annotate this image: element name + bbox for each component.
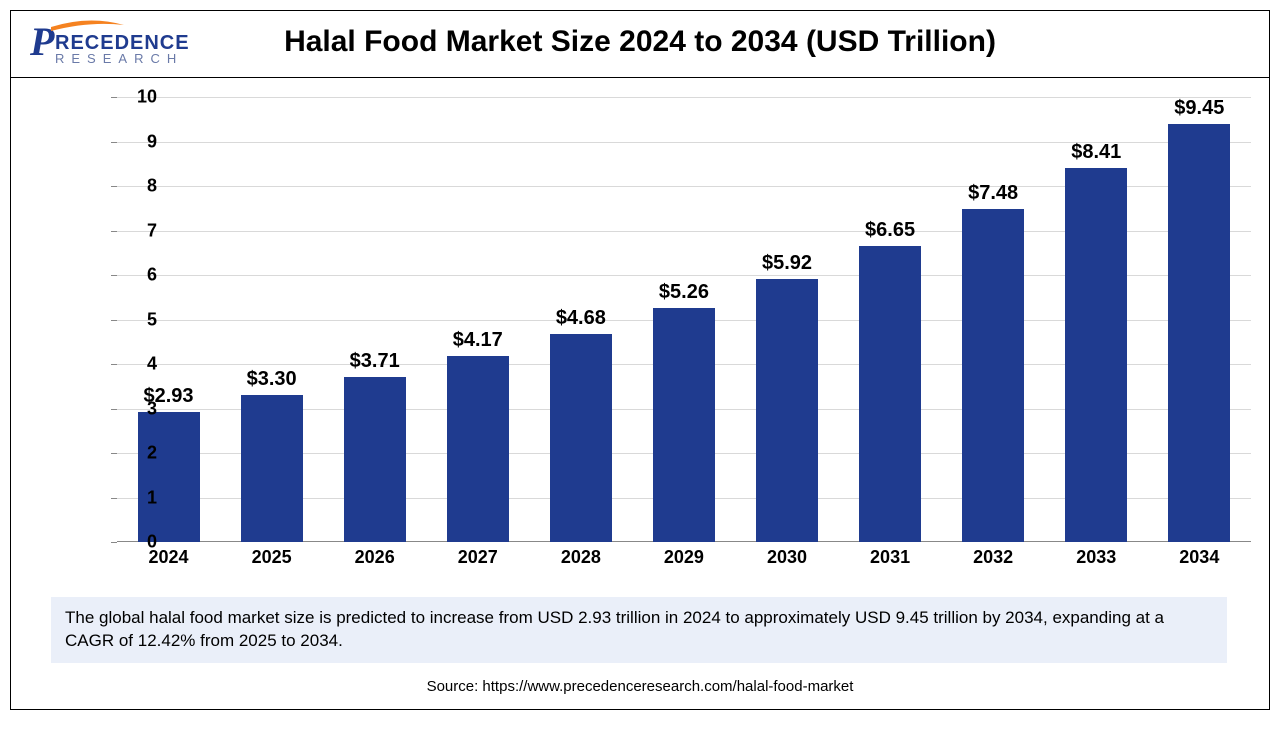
y-tick-mark	[111, 320, 117, 321]
bar-value-label: $3.30	[247, 368, 297, 391]
x-tick-label: 2028	[550, 547, 612, 577]
title-divider	[11, 77, 1269, 78]
y-tick-mark	[111, 275, 117, 276]
y-tick-label: 8	[147, 176, 157, 197]
bar	[138, 412, 200, 542]
y-tick-mark	[111, 364, 117, 365]
title-container: Halal Food Market Size 2024 to 2034 (USD…	[11, 25, 1269, 59]
x-tick-label: 2034	[1168, 547, 1230, 577]
bar-value-label: $5.26	[659, 281, 709, 304]
bar-slot: $7.48	[962, 97, 1024, 542]
x-tick-label: 2027	[447, 547, 509, 577]
bar-slot: $5.26	[653, 97, 715, 542]
bar-value-label: $9.45	[1174, 97, 1224, 120]
y-tick-mark	[111, 453, 117, 454]
y-tick-mark	[111, 498, 117, 499]
x-tick-label: 2033	[1065, 547, 1127, 577]
x-tick-label: 2025	[241, 547, 303, 577]
bar	[344, 377, 406, 542]
x-tick-label: 2030	[756, 547, 818, 577]
bar-slot: $3.30	[241, 97, 303, 542]
y-tick-label: 6	[147, 265, 157, 286]
bar	[1065, 168, 1127, 542]
x-tick-label: 2032	[962, 547, 1024, 577]
bar	[756, 279, 818, 542]
bar-slot: $9.45	[1168, 97, 1230, 542]
bar-value-label: $4.17	[453, 329, 503, 352]
chart-area: $2.93$3.30$3.71$4.17$4.68$5.26$5.92$6.65…	[71, 97, 1251, 587]
y-tick-label: 9	[147, 131, 157, 152]
bar-value-label: $5.92	[762, 252, 812, 275]
bar-slot: $8.41	[1065, 97, 1127, 542]
x-tick-label: 2026	[344, 547, 406, 577]
y-tick-mark	[111, 186, 117, 187]
bar-value-label: $7.48	[968, 182, 1018, 205]
bar-slot: $4.17	[447, 97, 509, 542]
x-tick-label: 2031	[859, 547, 921, 577]
bar	[241, 395, 303, 542]
y-tick-mark	[111, 542, 117, 543]
y-tick-mark	[111, 97, 117, 98]
y-tick-label: 7	[147, 220, 157, 241]
bar-value-label: $6.65	[865, 219, 915, 242]
bar	[447, 356, 509, 542]
y-tick-label: 3	[147, 398, 157, 419]
bar-slot: $5.92	[756, 97, 818, 542]
y-tick-label: 0	[147, 532, 157, 553]
y-tick-mark	[111, 409, 117, 410]
y-tick-label: 1	[147, 487, 157, 508]
source-line: Source: https://www.precedenceresearch.c…	[11, 678, 1269, 695]
bar-slot: $3.71	[344, 97, 406, 542]
bar-value-label: $4.68	[556, 307, 606, 330]
y-tick-mark	[111, 231, 117, 232]
chart-title: Halal Food Market Size 2024 to 2034 (USD…	[11, 25, 1269, 59]
bar-value-label: $8.41	[1071, 141, 1121, 164]
y-tick-label: 4	[147, 354, 157, 375]
bar	[1168, 124, 1230, 542]
bar	[859, 246, 921, 542]
bar-slot: $6.65	[859, 97, 921, 542]
bar	[962, 209, 1024, 542]
y-tick-label: 2	[147, 443, 157, 464]
caption-text: The global halal food market size is pre…	[65, 608, 1164, 650]
caption-box: The global halal food market size is pre…	[51, 597, 1227, 663]
chart-frame: P RECEDENCE RESEARCH Halal Food Market S…	[10, 10, 1270, 710]
y-tick-mark	[111, 142, 117, 143]
bars-container: $2.93$3.30$3.71$4.17$4.68$5.26$5.92$6.65…	[117, 97, 1251, 542]
x-axis-ticks: 2024202520262027202820292030203120322033…	[117, 547, 1251, 577]
y-tick-label: 5	[147, 309, 157, 330]
bar	[653, 308, 715, 542]
bar-value-label: $3.71	[350, 350, 400, 373]
bar	[550, 334, 612, 542]
bar-slot: $4.68	[550, 97, 612, 542]
x-tick-label: 2029	[653, 547, 715, 577]
y-tick-label: 10	[137, 87, 157, 108]
